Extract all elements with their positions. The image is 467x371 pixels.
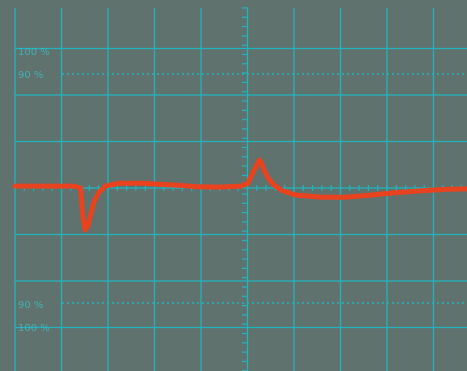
level-label-bottom-100: 100 % [18, 323, 50, 334]
signal-trace-layer [12, 157, 467, 233]
level-label-top-90: 90 % [18, 70, 43, 81]
level-label-top-100: 100 % [18, 47, 50, 58]
level-labels: 100 % 90 % 90 % 100 % [18, 47, 50, 334]
signal-trace [12, 157, 467, 233]
level-label-bottom-90: 90 % [18, 300, 43, 311]
